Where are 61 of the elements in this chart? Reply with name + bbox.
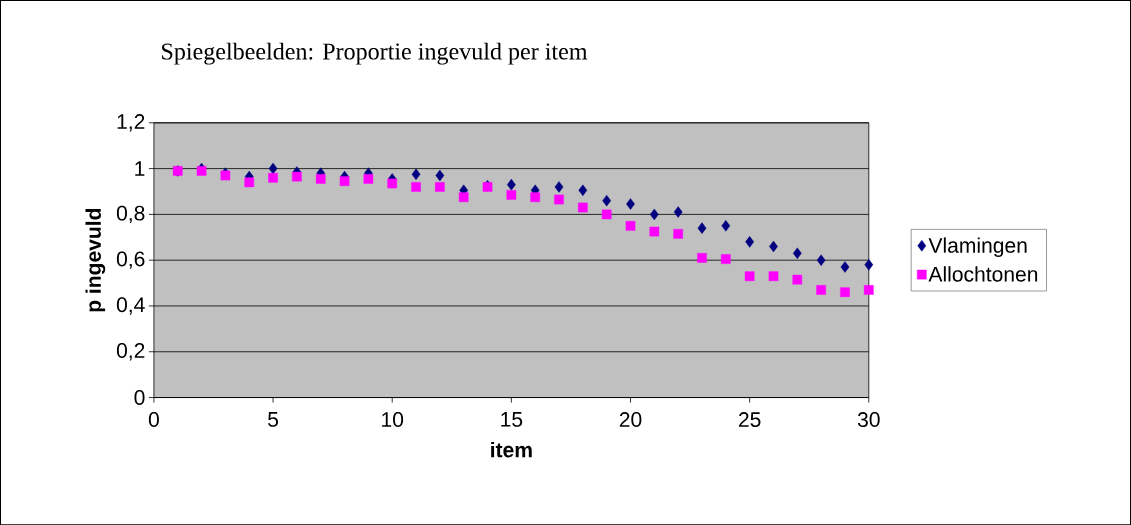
point bbox=[769, 240, 778, 252]
point bbox=[721, 254, 731, 264]
point bbox=[816, 254, 826, 266]
point bbox=[768, 271, 779, 281]
point bbox=[744, 271, 755, 281]
point bbox=[506, 189, 517, 200]
point bbox=[625, 220, 636, 231]
point bbox=[435, 169, 445, 181]
point bbox=[578, 184, 588, 196]
point bbox=[649, 226, 660, 237]
point bbox=[626, 198, 635, 210]
point bbox=[244, 177, 255, 187]
point bbox=[554, 194, 564, 205]
point bbox=[792, 247, 802, 259]
point bbox=[268, 172, 278, 183]
y-tick-label: 1,2 bbox=[117, 113, 145, 132]
y-tick-label: 0,4 bbox=[116, 297, 145, 315]
point bbox=[840, 287, 850, 297]
x-tick-label: 5 bbox=[268, 411, 279, 427]
point bbox=[840, 261, 850, 273]
x-tick-label: 30 bbox=[857, 411, 880, 427]
point bbox=[816, 284, 826, 295]
point bbox=[411, 168, 421, 180]
x-tick-label: 10 bbox=[382, 411, 404, 427]
point bbox=[387, 178, 398, 189]
x-axis-title: item bbox=[491, 441, 532, 458]
legend-label: Vlamingen bbox=[928, 237, 1027, 257]
legend-label: Allochtonen bbox=[928, 266, 1038, 282]
point bbox=[697, 252, 707, 263]
y-tick-label: 0,6 bbox=[116, 251, 145, 269]
point bbox=[792, 274, 803, 285]
y-tick-label: 1 bbox=[135, 161, 145, 176]
x-tick-label: 25 bbox=[739, 411, 761, 427]
x-tick-label: 15 bbox=[501, 411, 523, 427]
point bbox=[578, 202, 588, 213]
point bbox=[864, 258, 874, 271]
point bbox=[339, 176, 350, 186]
chart-title: Spiegelbeelden: Proportie ingevuld per item bbox=[162, 42, 588, 65]
point bbox=[602, 194, 612, 207]
point bbox=[554, 181, 564, 193]
y-tick-label: 0 bbox=[134, 389, 145, 405]
point bbox=[530, 192, 540, 202]
point bbox=[458, 192, 469, 202]
point bbox=[650, 208, 659, 220]
x-tick-label: 20 bbox=[619, 411, 642, 427]
x-tick-label: 0 bbox=[148, 411, 159, 427]
point bbox=[435, 181, 445, 192]
y-tick-label: 0,8 bbox=[116, 205, 145, 223]
point bbox=[315, 173, 326, 184]
point bbox=[721, 219, 731, 232]
point bbox=[411, 181, 421, 192]
point bbox=[673, 206, 683, 218]
y-axis-title: p ingevuld bbox=[85, 208, 106, 312]
point bbox=[601, 209, 612, 220]
point bbox=[673, 228, 683, 239]
point bbox=[268, 162, 278, 175]
point bbox=[863, 284, 874, 295]
point bbox=[292, 171, 302, 182]
point bbox=[697, 222, 707, 234]
point bbox=[363, 173, 374, 184]
y-tick-label: 0,2 bbox=[116, 342, 145, 361]
